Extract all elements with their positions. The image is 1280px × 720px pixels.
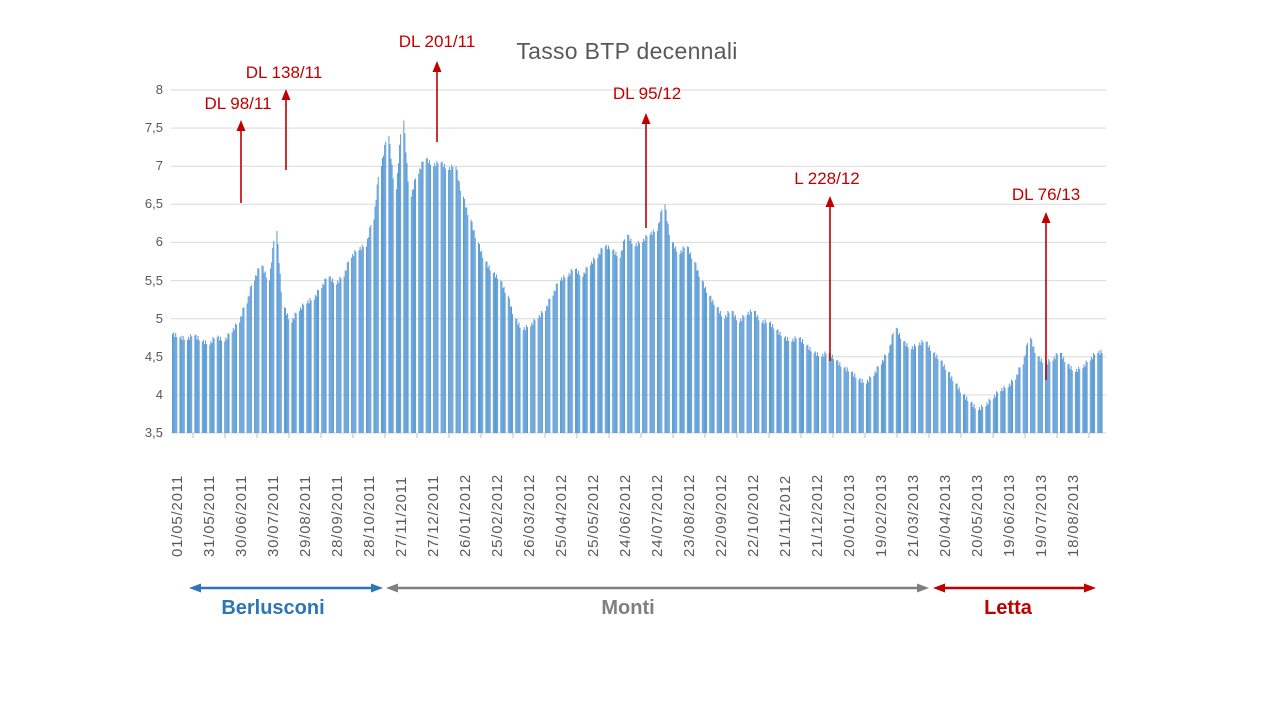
x-tick-label: 27/12/2011 [425,475,442,557]
x-tick-label: 23/08/2012 [681,473,698,557]
x-tick-label: 26/01/2012 [457,473,474,557]
arrow-left-icon [386,583,398,593]
x-tick-label: 21/03/2013 [905,473,922,557]
x-tick-label: 20/04/2013 [937,473,954,557]
arrow-left-icon [189,583,201,593]
timeline-label: Letta [984,597,1032,619]
y-tick-label: 4 [155,387,163,402]
x-axis-ticks [160,433,1090,438]
x-tick-label: 21/12/2012 [809,473,826,557]
btp-rate-bars [172,120,1103,434]
arrow-up-icon [641,113,651,124]
annotation-label: DL 138/11 [245,63,323,82]
annotation-label: DL 201/11 [398,32,476,51]
x-tick-label: 26/03/2012 [521,473,538,557]
annotation-label: DL 95/12 [612,84,682,103]
y-tick-label: 5 [155,311,163,326]
x-tick-label: 01/05/2011 [169,475,186,557]
x-tick-label: 18/08/2013 [1065,473,1082,557]
x-tick-label: 29/08/2011 [297,475,314,557]
x-tick-label: 28/09/2011 [329,475,346,557]
x-tick-label: 19/06/2013 [1001,473,1018,557]
annotation-label: DL 98/11 [204,94,272,113]
x-tick-label: 30/06/2011 [233,475,250,557]
x-tick-label: 22/10/2012 [745,473,762,557]
chart-title: Tasso BTP decennali [516,38,738,64]
x-tick-label: 25/05/2012 [585,473,602,557]
x-tick-label: 19/07/2013 [1033,473,1050,557]
arrow-up-icon [236,120,246,131]
y-tick-label: 3,5 [144,425,163,440]
x-tick-label: 21/11/2012 [777,475,794,557]
y-tick-label: 7,5 [144,120,163,135]
y-tick-label: 6 [155,234,163,249]
arrow-up-icon [281,89,291,100]
timeline-arrows [189,583,1096,593]
x-tick-label: 28/10/2011 [361,475,378,557]
x-tick-label: 20/05/2013 [969,473,986,557]
x-tick-label: 22/09/2012 [713,473,730,557]
timeline-label: Monti [601,597,655,619]
arrow-right-icon [371,583,383,593]
x-tick-label: 20/01/2013 [841,473,858,557]
y-tick-label: 6,5 [144,196,163,211]
annotation-arrows [236,61,1051,380]
x-tick-label: 30/07/2011 [265,475,282,557]
y-tick-label: 4,5 [144,349,163,364]
annotation-label: DL 76/13 [1011,185,1081,204]
x-tick-label: 19/02/2013 [873,473,890,557]
x-tick-label: 25/02/2012 [489,473,506,557]
x-tick-label: 25/04/2012 [553,473,570,557]
x-tick-label: 27/11/2011 [393,476,410,557]
x-tick-label: 31/05/2011 [201,475,218,557]
arrow-right-icon [1084,583,1096,593]
arrow-up-icon [1041,212,1051,223]
arrow-right-icon [917,583,929,593]
arrow-up-icon [825,196,835,207]
y-tick-label: 7 [155,158,163,173]
timeline-label: Berlusconi [221,597,325,619]
arrow-up-icon [432,61,442,72]
x-tick-label: 24/07/2012 [649,473,666,557]
y-tick-label: 5,5 [144,273,163,288]
x-tick-label: 24/06/2012 [617,473,634,557]
y-tick-label: 8 [155,82,163,97]
arrow-left-icon [933,583,945,593]
annotation-label: L 228/12 [794,169,860,188]
